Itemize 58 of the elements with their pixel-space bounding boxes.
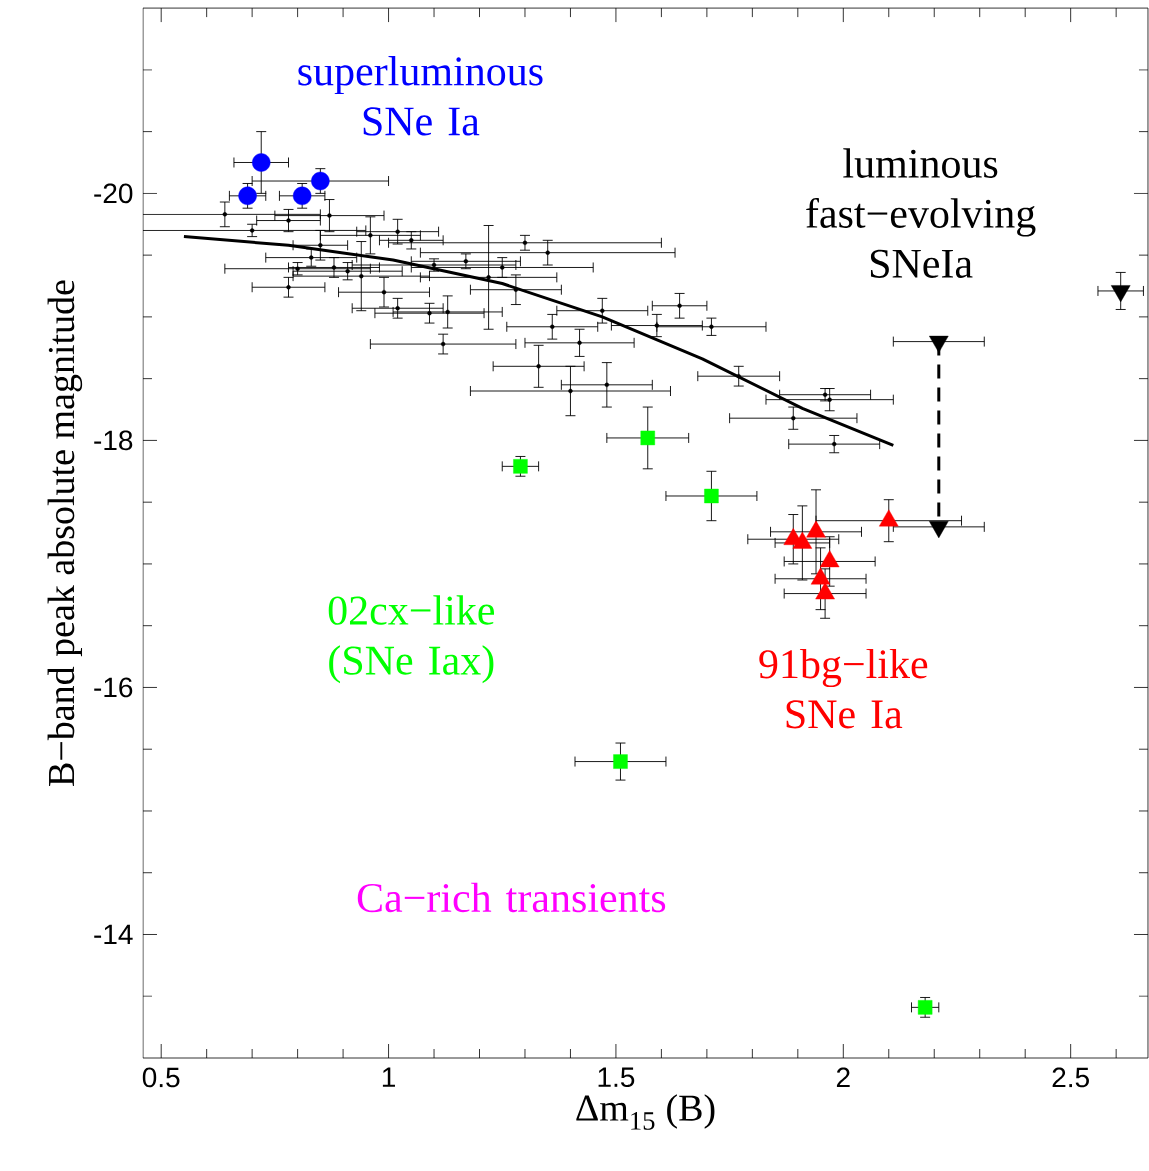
point [381, 289, 387, 295]
annotation: Ca−rich transients [357, 882, 666, 913]
point [654, 323, 660, 328]
point [286, 285, 291, 290]
point [550, 324, 555, 329]
point [736, 373, 741, 379]
point [577, 340, 582, 346]
point [832, 441, 837, 447]
point [568, 388, 573, 394]
point [677, 303, 682, 308]
point [613, 754, 628, 769]
point [309, 255, 314, 260]
point [327, 213, 332, 218]
x-tick-label: 1.5 [598, 1067, 635, 1088]
point [395, 229, 400, 234]
x-tick-label: 0.5 [142, 1067, 180, 1088]
point [359, 273, 364, 279]
point [395, 306, 400, 311]
point [427, 310, 432, 316]
x-tick-label: 2 [836, 1067, 850, 1088]
point [431, 262, 437, 268]
annotation: superluminous SNe Ia [298, 56, 543, 136]
point [536, 364, 541, 369]
x-tick-label: 2.5 [1052, 1067, 1089, 1088]
point [222, 212, 228, 217]
point [440, 341, 446, 347]
point [295, 266, 300, 271]
point [709, 324, 714, 329]
point [463, 259, 469, 264]
y-tick-label: -16 [94, 677, 133, 698]
point [409, 238, 414, 243]
annotation: 02cx−like (SNe Iax) [328, 595, 495, 684]
y-axis-title: B−band peak absolute magnitude [47, 280, 83, 786]
annotation: 91bg−like SNe Ia [759, 648, 928, 729]
x-axis-title: Δm$_{15}$ (B) [576, 1094, 715, 1130]
point [318, 243, 323, 248]
point [640, 430, 655, 446]
point [522, 240, 528, 245]
point [600, 308, 605, 313]
y-tick-label: -20 [94, 183, 133, 204]
point [345, 268, 350, 274]
point [486, 275, 491, 280]
point [368, 233, 373, 238]
point [791, 415, 796, 421]
y-tick-label: -18 [94, 430, 133, 451]
x-tick-label: 1 [382, 1067, 395, 1087]
point [286, 218, 291, 223]
point [822, 392, 828, 397]
y-tick-label: -14 [94, 924, 133, 945]
point [545, 250, 550, 255]
point [500, 265, 505, 270]
point [331, 265, 337, 270]
point [604, 382, 610, 388]
point [704, 488, 719, 504]
annotation: luminous fast−evolving SNeIa [806, 148, 1036, 278]
point [252, 153, 271, 172]
point [445, 309, 450, 315]
point [249, 228, 255, 233]
